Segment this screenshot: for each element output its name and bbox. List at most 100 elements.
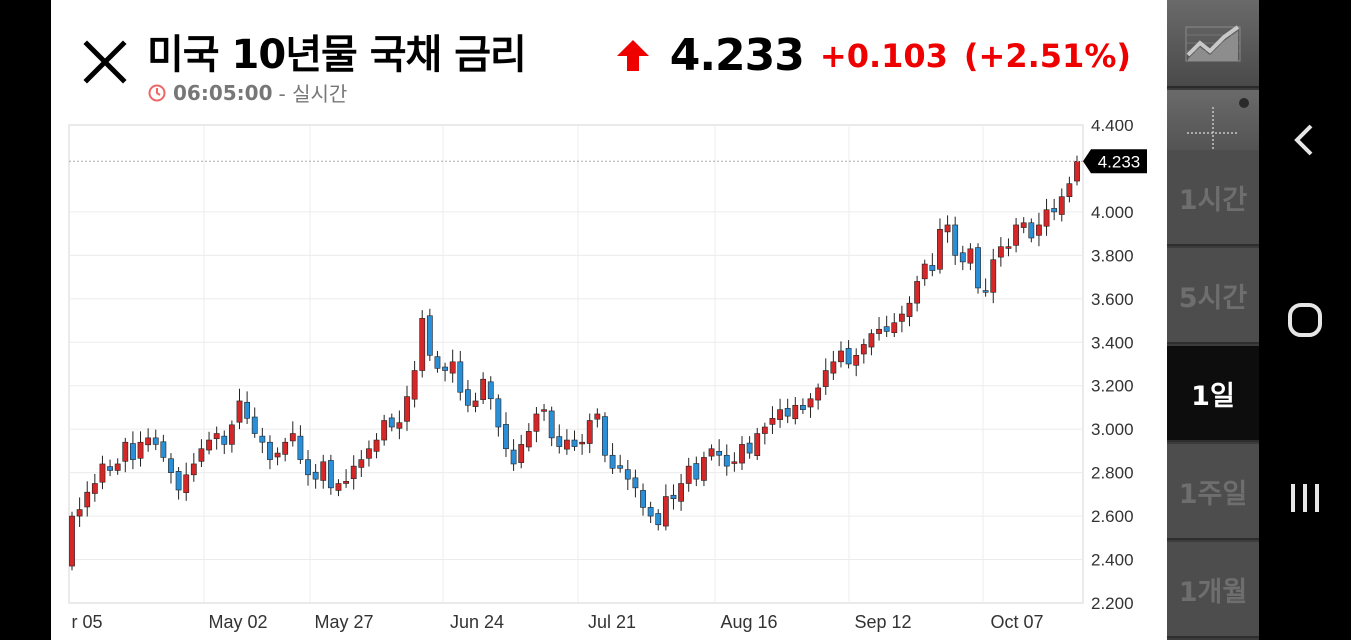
candle-body	[898, 313, 905, 322]
y-tick-label: 3.400	[1091, 333, 1134, 352]
candle-body	[480, 378, 487, 400]
clock-icon	[148, 84, 166, 101]
candle-body	[145, 437, 152, 446]
chart-type-button[interactable]	[1167, 0, 1259, 88]
candle-body	[678, 483, 684, 502]
chevron-left-icon	[1294, 124, 1313, 156]
candle-body	[822, 370, 829, 387]
candle-body	[670, 494, 677, 500]
candle-body	[122, 441, 129, 462]
candle-body	[472, 400, 479, 407]
candle-body	[548, 410, 555, 439]
candle-body	[388, 417, 395, 428]
candle-body	[190, 463, 197, 476]
x-tick-label: Sep 12	[854, 612, 911, 632]
candle-body	[168, 458, 174, 473]
candle-body	[297, 435, 304, 460]
candle-body	[571, 439, 578, 447]
candle-body	[366, 448, 372, 459]
period-5h[interactable]: 5시간	[1167, 248, 1259, 344]
back-button[interactable]	[1281, 116, 1329, 164]
close-button[interactable]	[81, 38, 129, 86]
candle-body	[860, 344, 867, 355]
candle-body	[434, 356, 441, 369]
candle-body	[305, 459, 311, 476]
y-tick-label: 3.000	[1091, 420, 1134, 439]
up-arrow-icon	[616, 39, 649, 71]
candle-body	[91, 483, 98, 494]
candle-body	[426, 315, 433, 356]
y-tick-label: 2.800	[1091, 464, 1134, 483]
candle-body	[487, 381, 494, 400]
period-1d[interactable]: 1일	[1167, 346, 1259, 442]
candle-body	[84, 491, 91, 508]
candle-body	[259, 435, 266, 443]
candle-body	[282, 441, 289, 455]
candle-body	[716, 451, 723, 456]
screen-edge	[0, 0, 51, 640]
crosshair-icon	[1187, 107, 1239, 159]
candle-body	[594, 413, 601, 420]
candle-body	[130, 443, 136, 460]
candle-body	[350, 465, 357, 480]
candle-body	[769, 418, 776, 425]
candle-body	[495, 398, 502, 428]
candle-body	[1013, 224, 1019, 246]
candle-body	[327, 460, 334, 489]
recents-button[interactable]	[1281, 474, 1329, 522]
candle-body	[312, 471, 319, 480]
current-value-label: 4.233	[1098, 152, 1141, 171]
candle-body	[251, 416, 258, 434]
candle-body	[213, 433, 220, 440]
candle-body	[929, 265, 936, 271]
y-tick-label: 4.400	[1091, 120, 1134, 135]
candle-body	[701, 457, 707, 481]
candlestick-chart[interactable]: 4.400 4.000 3.800 3.600 3.400 3.200 3.000 2.800…	[51, 120, 1167, 640]
candle-body	[792, 404, 799, 420]
candle-body	[876, 328, 882, 334]
candle-body	[807, 398, 814, 408]
candle-body	[838, 350, 844, 363]
last-price: 4.233	[669, 30, 805, 81]
candle-body	[343, 481, 349, 484]
candle-body	[411, 370, 418, 400]
recents-icon	[1291, 484, 1319, 512]
candle-body	[784, 408, 791, 417]
chart-toolbar: 1시간 5시간 1일 1주일 1개월	[1167, 0, 1259, 640]
candle-body	[152, 437, 159, 445]
candle-body	[449, 361, 456, 374]
candle-body	[465, 389, 471, 406]
candle-body	[937, 228, 943, 270]
period-1m[interactable]: 1개월	[1167, 542, 1259, 638]
x-tick-label: May 02	[208, 612, 267, 632]
indicator-dot	[1239, 98, 1249, 108]
x-tick-label: Jun 24	[450, 612, 504, 632]
candle-body	[503, 424, 509, 450]
candle-body	[274, 452, 281, 458]
candle-body	[761, 426, 768, 434]
candle-body	[624, 469, 631, 480]
candle-body	[198, 448, 205, 462]
home-button[interactable]	[1281, 296, 1329, 344]
candle-body	[419, 318, 426, 371]
candle-body	[518, 444, 525, 463]
candle-body	[541, 409, 547, 412]
candle-body	[183, 474, 190, 493]
candle-body	[617, 465, 624, 469]
candle-body	[975, 247, 981, 289]
home-circle-icon	[1288, 303, 1322, 337]
candle-body	[914, 281, 921, 304]
price-chart[interactable]: 4.400 4.000 3.800 3.600 3.400 3.200 3.000 2.800…	[51, 120, 1167, 640]
candle-body	[396, 422, 403, 429]
candle-body	[868, 333, 875, 348]
period-1h[interactable]: 1시간	[1167, 150, 1259, 246]
candle-body	[563, 439, 570, 450]
candle-body	[76, 509, 83, 517]
period-1w[interactable]: 1주일	[1167, 444, 1259, 540]
quote-panel: 미국 10년물 국채 금리 06:05:00 - 실시간 4.233 +0.10…	[51, 0, 1167, 640]
candle-body	[99, 463, 106, 483]
system-nav-bar	[1259, 0, 1351, 640]
close-icon	[83, 40, 127, 84]
y-tick-label: 2.400	[1091, 551, 1134, 570]
candle-body	[693, 463, 700, 480]
